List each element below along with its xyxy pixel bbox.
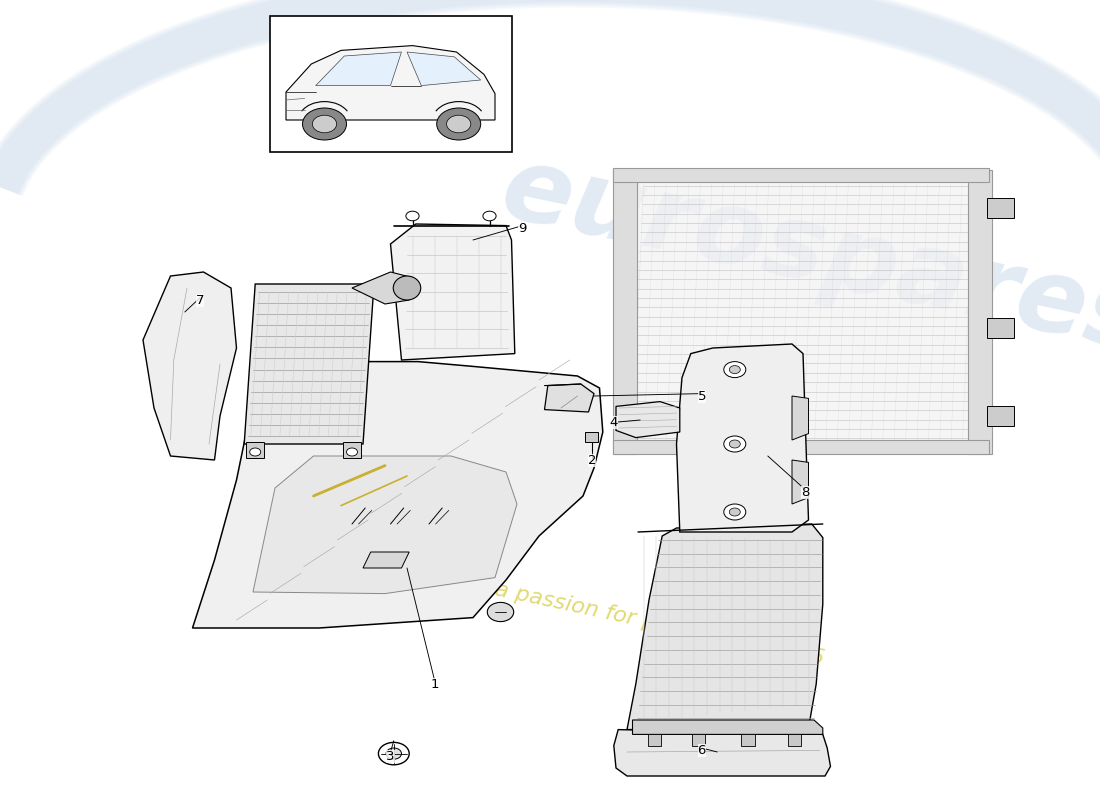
Circle shape	[724, 362, 746, 378]
Polygon shape	[143, 272, 236, 460]
Polygon shape	[676, 344, 808, 532]
Text: 2: 2	[587, 454, 596, 466]
Text: 9: 9	[518, 222, 527, 234]
Text: 7: 7	[196, 294, 205, 306]
Bar	[987, 318, 1014, 338]
Polygon shape	[316, 52, 402, 86]
Text: 6: 6	[697, 744, 706, 757]
Polygon shape	[253, 456, 517, 594]
Polygon shape	[363, 552, 409, 568]
Polygon shape	[614, 730, 830, 776]
Circle shape	[724, 436, 746, 452]
Circle shape	[724, 504, 746, 520]
Polygon shape	[407, 52, 481, 86]
Bar	[648, 734, 661, 746]
Bar	[788, 734, 801, 746]
Polygon shape	[585, 432, 598, 442]
Bar	[613, 440, 989, 454]
Circle shape	[437, 108, 481, 140]
Circle shape	[729, 508, 740, 516]
Polygon shape	[286, 46, 495, 120]
Bar	[343, 442, 361, 458]
Ellipse shape	[394, 276, 420, 300]
Circle shape	[447, 115, 471, 133]
Text: 8: 8	[801, 486, 810, 498]
Circle shape	[729, 366, 740, 374]
Bar	[270, 16, 512, 152]
Polygon shape	[616, 402, 680, 438]
Circle shape	[302, 108, 346, 140]
Polygon shape	[792, 460, 808, 504]
Bar	[987, 198, 1014, 218]
Polygon shape	[621, 176, 990, 448]
Bar	[968, 170, 992, 454]
Polygon shape	[390, 224, 515, 360]
Circle shape	[483, 211, 496, 221]
Bar	[692, 734, 705, 746]
Polygon shape	[792, 396, 808, 440]
Text: 1: 1	[430, 678, 439, 690]
Text: a passion for parts since 1985: a passion for parts since 1985	[494, 579, 826, 669]
Bar	[246, 442, 264, 458]
Bar	[741, 734, 755, 746]
Bar	[613, 170, 637, 454]
Circle shape	[346, 448, 358, 456]
Text: 3: 3	[386, 750, 395, 762]
Polygon shape	[544, 384, 594, 412]
Circle shape	[250, 448, 261, 456]
Circle shape	[487, 602, 514, 622]
Polygon shape	[244, 284, 374, 444]
Circle shape	[729, 440, 740, 448]
Polygon shape	[627, 524, 823, 730]
Text: 5: 5	[697, 390, 706, 402]
Circle shape	[386, 748, 402, 759]
Text: eurospares: eurospares	[493, 138, 1100, 374]
Polygon shape	[192, 362, 603, 628]
Circle shape	[378, 742, 409, 765]
Circle shape	[406, 211, 419, 221]
Polygon shape	[352, 272, 412, 304]
Polygon shape	[632, 720, 823, 734]
Text: 4: 4	[609, 416, 618, 429]
Circle shape	[312, 115, 337, 133]
Bar	[987, 406, 1014, 426]
Bar	[613, 168, 989, 182]
